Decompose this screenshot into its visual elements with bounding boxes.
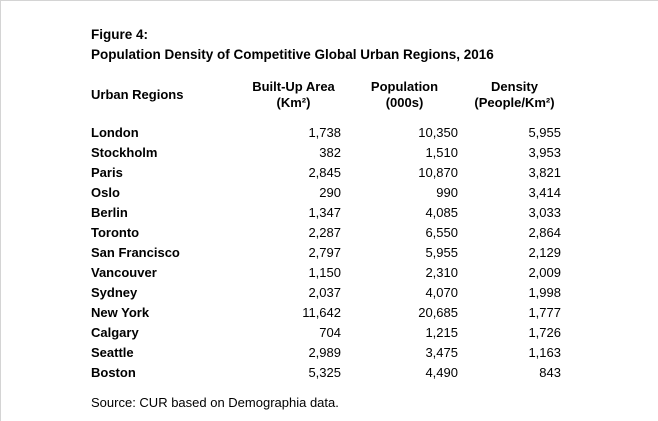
- area-cell: 704: [319, 325, 341, 340]
- table-row: Stockholm 382 1,510 3,953: [91, 143, 566, 163]
- population-cell: 4,085: [425, 205, 458, 220]
- population-cell: 4,490: [425, 365, 458, 380]
- population-cell: 6,550: [425, 225, 458, 240]
- area-cell: 1,347: [308, 205, 341, 220]
- source-note: Source: CUR based on Demographia data.: [91, 395, 339, 410]
- region-cell: Toronto: [91, 225, 140, 240]
- density-cell: 843: [539, 365, 561, 380]
- population-cell: 4,070: [425, 285, 458, 300]
- density-cell: 3,953: [528, 145, 561, 160]
- table-row: Seattle 2,989 3,475 1,163: [91, 343, 566, 363]
- table-row: Paris 2,845 10,870 3,821: [91, 163, 566, 183]
- density-cell: 3,033: [528, 205, 561, 220]
- area-cell: 2,845: [308, 165, 341, 180]
- area-cell: 2,287: [308, 225, 341, 240]
- density-cell: 3,821: [528, 165, 561, 180]
- table-row: Toronto 2,287 6,550 2,864: [91, 223, 566, 243]
- population-cell: 3,475: [425, 345, 458, 360]
- density-cell: 2,864: [528, 225, 561, 240]
- density-cell: 1,777: [528, 305, 561, 320]
- area-cell: 382: [319, 145, 341, 160]
- region-cell: Calgary: [91, 325, 139, 340]
- population-cell: 5,955: [425, 245, 458, 260]
- area-cell: 290: [319, 185, 341, 200]
- region-cell: New York: [91, 305, 150, 320]
- table-row: Calgary 704 1,215 1,726: [91, 323, 566, 343]
- population-cell: 1,510: [425, 145, 458, 160]
- header-row: Urban Regions Built-Up Area (Km²) Popula…: [91, 79, 566, 123]
- population-cell: 10,870: [418, 165, 458, 180]
- density-cell: 3,414: [528, 185, 561, 200]
- table-row: Vancouver 1,150 2,310 2,009: [91, 263, 566, 283]
- density-cell: 1,163: [528, 345, 561, 360]
- table-row: Oslo 290 990 3,414: [91, 183, 566, 203]
- region-cell: Boston: [91, 365, 136, 380]
- table-header: Urban Regions Built-Up Area (Km²) Popula…: [91, 79, 566, 123]
- population-cell: 990: [436, 185, 458, 200]
- region-cell: Vancouver: [91, 265, 157, 280]
- density-cell: 2,009: [528, 265, 561, 280]
- density-cell: 1,726: [528, 325, 561, 340]
- region-cell: Berlin: [91, 205, 128, 220]
- area-cell: 1,150: [308, 265, 341, 280]
- population-cell: 10,350: [418, 125, 458, 140]
- area-cell: 1,738: [308, 125, 341, 140]
- area-cell: 5,325: [308, 365, 341, 380]
- population-cell: 20,685: [418, 305, 458, 320]
- figure-title: Population Density of Competitive Global…: [91, 47, 494, 62]
- column-header-population: Population (000s): [370, 79, 439, 110]
- figure-content: Figure 4: Population Density of Competit…: [1, 1, 658, 411]
- table-row: London 1,738 10,350 5,955: [91, 123, 566, 143]
- density-cell: 5,955: [528, 125, 561, 140]
- density-cell: 1,998: [528, 285, 561, 300]
- region-cell: Oslo: [91, 185, 120, 200]
- region-cell: Stockholm: [91, 145, 158, 160]
- area-cell: 2,037: [308, 285, 341, 300]
- table-row: New York 11,642 20,685 1,777: [91, 303, 566, 323]
- figure-label: Figure 4:: [91, 27, 149, 42]
- region-cell: Seattle: [91, 345, 134, 360]
- density-table: Urban Regions Built-Up Area (Km²) Popula…: [91, 79, 566, 383]
- table-row: Sydney 2,037 4,070 1,998: [91, 283, 566, 303]
- table-row: San Francisco 2,797 5,955 2,129: [91, 243, 566, 263]
- density-cell: 2,129: [528, 245, 561, 260]
- area-cell: 2,797: [308, 245, 341, 260]
- area-cell: 2,989: [308, 345, 341, 360]
- column-header-density: Density (People/Km²): [474, 79, 555, 110]
- region-cell: Sydney: [91, 285, 138, 300]
- population-cell: 1,215: [425, 325, 458, 340]
- figure-title-block: Figure 4: Population Density of Competit…: [91, 25, 658, 65]
- region-cell: San Francisco: [91, 245, 180, 260]
- region-cell: London: [91, 125, 139, 140]
- table-body: London 1,738 10,350 5,955 Stockholm 382 …: [91, 123, 566, 383]
- table-row: Boston 5,325 4,490 843: [91, 363, 566, 383]
- area-cell: 11,642: [302, 305, 341, 320]
- column-header-built-up-area: Built-Up Area (Km²): [252, 79, 335, 110]
- table-row: Berlin 1,347 4,085 3,033: [91, 203, 566, 223]
- column-header-urban-regions: Urban Regions: [91, 87, 184, 102]
- population-cell: 2,310: [425, 265, 458, 280]
- region-cell: Paris: [91, 165, 123, 180]
